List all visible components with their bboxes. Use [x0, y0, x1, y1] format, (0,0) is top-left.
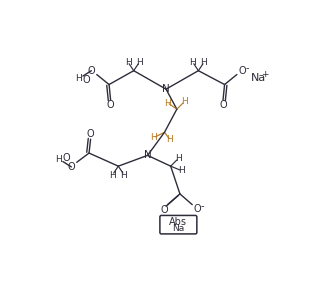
Text: Abs: Abs [169, 217, 187, 227]
Text: H: H [190, 58, 196, 67]
Text: H: H [178, 166, 185, 175]
Text: H: H [164, 99, 171, 108]
Text: H: H [181, 97, 188, 106]
Text: O: O [82, 75, 90, 85]
Text: O: O [220, 100, 228, 110]
FancyBboxPatch shape [160, 216, 197, 234]
Text: +: + [261, 70, 269, 79]
Text: H: H [110, 171, 116, 180]
Text: H: H [55, 155, 62, 164]
Text: H: H [201, 58, 207, 67]
Text: N: N [144, 150, 151, 160]
Text: O: O [238, 66, 246, 76]
Text: O: O [106, 100, 114, 110]
Text: -: - [245, 64, 249, 73]
Text: H: H [150, 133, 157, 142]
Text: O: O [62, 153, 70, 164]
Text: O: O [67, 162, 75, 172]
Text: H: H [136, 58, 143, 67]
Text: H: H [125, 58, 132, 67]
Text: H: H [120, 171, 127, 180]
Text: H: H [175, 154, 182, 163]
Text: H: H [167, 135, 173, 144]
Text: -: - [201, 201, 204, 211]
Text: Na: Na [172, 224, 184, 233]
Text: H: H [75, 74, 82, 83]
Text: O: O [87, 66, 95, 76]
Text: Na: Na [251, 73, 266, 83]
Text: O: O [161, 205, 168, 215]
Text: N: N [162, 84, 170, 94]
Text: O: O [194, 203, 202, 214]
Text: O: O [86, 129, 94, 139]
